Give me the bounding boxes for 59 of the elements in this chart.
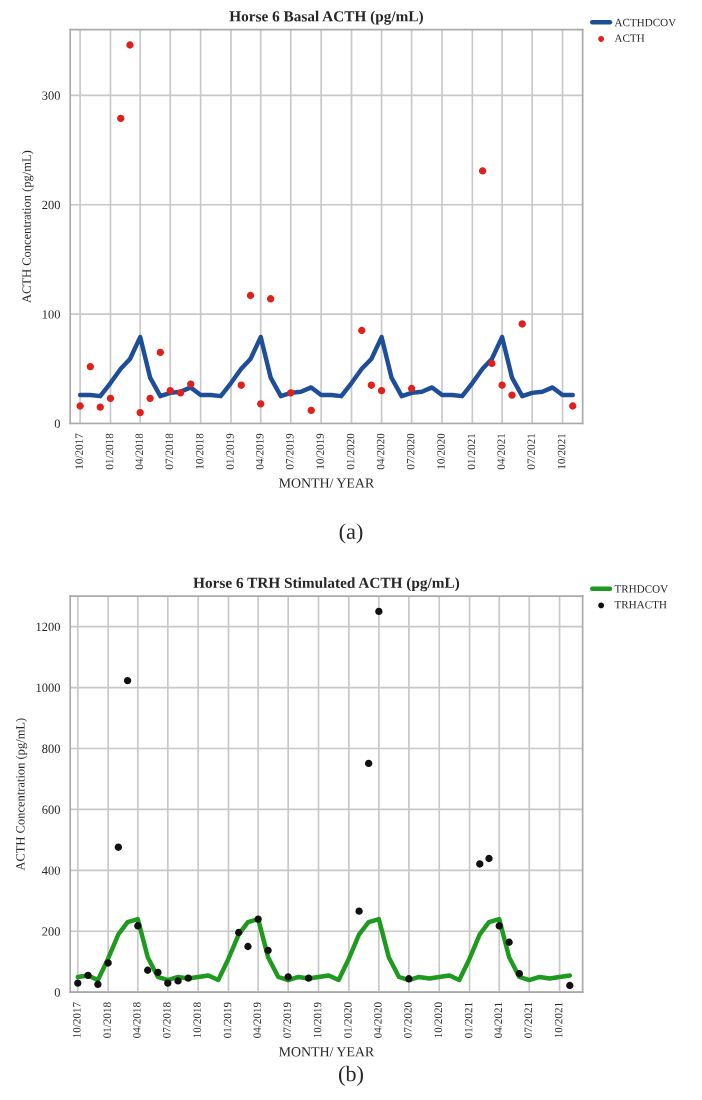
text: (b) <box>339 1065 363 1086</box>
point <box>304 974 313 982</box>
point <box>266 295 275 303</box>
point <box>375 607 383 616</box>
point <box>508 391 516 399</box>
point <box>123 676 132 685</box>
point <box>154 968 162 977</box>
point <box>264 946 272 955</box>
point <box>134 922 142 930</box>
point <box>358 326 366 335</box>
point <box>364 759 373 768</box>
point <box>566 981 574 990</box>
point <box>505 938 513 946</box>
point <box>246 291 255 300</box>
point <box>136 408 144 417</box>
point <box>96 403 104 411</box>
point <box>377 387 386 395</box>
line-series <box>77 334 575 399</box>
point <box>284 973 292 981</box>
point <box>144 966 152 974</box>
point <box>515 969 524 978</box>
point <box>166 387 174 395</box>
point <box>74 979 82 987</box>
point <box>355 907 363 915</box>
point <box>76 402 84 410</box>
point <box>287 389 295 397</box>
point <box>187 380 195 388</box>
point <box>407 384 416 393</box>
point <box>478 167 487 175</box>
point <box>86 362 95 371</box>
point <box>244 942 252 951</box>
point <box>235 928 243 937</box>
point <box>176 389 185 397</box>
point <box>237 381 245 389</box>
point <box>84 971 92 980</box>
point <box>485 854 493 863</box>
point <box>498 381 506 389</box>
point <box>307 406 315 415</box>
point <box>184 974 192 982</box>
point <box>488 359 496 368</box>
point <box>114 843 123 851</box>
point <box>405 975 413 983</box>
point <box>518 320 526 328</box>
point <box>117 114 125 122</box>
point <box>156 348 165 357</box>
text: (a) <box>339 523 363 544</box>
point <box>495 922 503 930</box>
point <box>146 394 154 403</box>
point <box>254 915 262 923</box>
point <box>104 959 112 967</box>
point <box>94 980 102 988</box>
point <box>126 41 134 49</box>
point <box>174 977 182 985</box>
point <box>367 381 376 389</box>
point <box>164 979 172 987</box>
point <box>257 400 265 408</box>
point <box>106 394 115 403</box>
point <box>476 860 484 868</box>
point <box>569 402 577 410</box>
